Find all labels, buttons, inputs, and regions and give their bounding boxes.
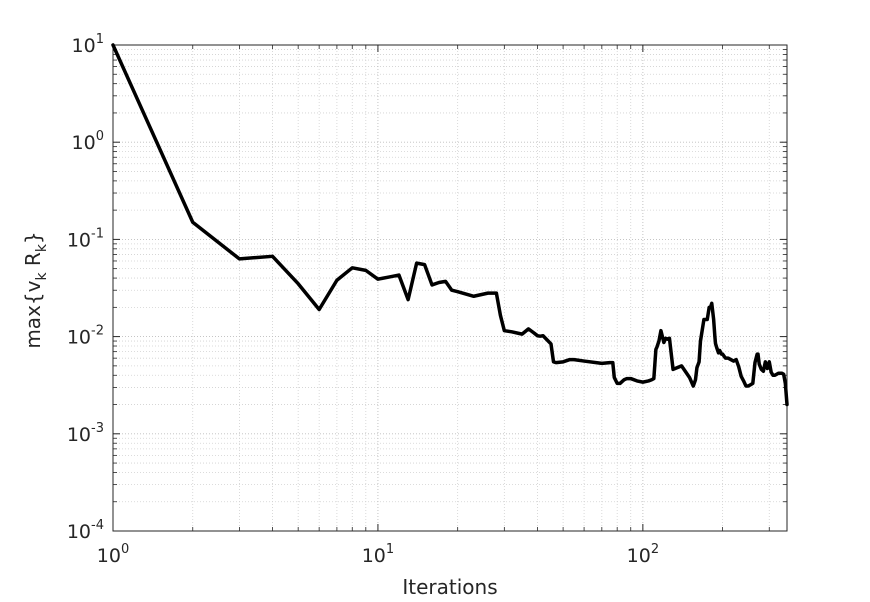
major-grid (113, 45, 787, 531)
y-tick-label: 10-2 (67, 324, 104, 349)
x-tick-label: 102 (627, 542, 659, 567)
y-tick-label: 10-4 (67, 518, 104, 543)
x-tick-labels: 100 101 102 (97, 542, 659, 567)
y-axis-label: max{vk Rk} (21, 231, 50, 348)
series-layer (111, 43, 789, 407)
y-tick-label: 10-3 (67, 421, 104, 446)
x-tick-label: 101 (362, 542, 394, 567)
minor-grid (113, 45, 787, 531)
y-label-mid: R (21, 252, 45, 272)
series-line-0 (111, 43, 789, 407)
y-label-end: } (21, 231, 45, 244)
y-label-sub2: k (34, 243, 50, 252)
plot-frame (112, 44, 788, 532)
x-axis-label: Iterations (402, 575, 497, 599)
y-label-base: max{v (21, 280, 45, 348)
y-tick-label: 10-1 (67, 226, 104, 251)
x-tick-label: 100 (97, 542, 129, 567)
y-tick-label: 101 (72, 32, 104, 57)
y-tick-label: 100 (72, 129, 104, 154)
y-label-sub1: k (34, 272, 50, 281)
y-tick-labels: 101 100 10-1 10-2 10-3 10-4 (67, 32, 104, 543)
